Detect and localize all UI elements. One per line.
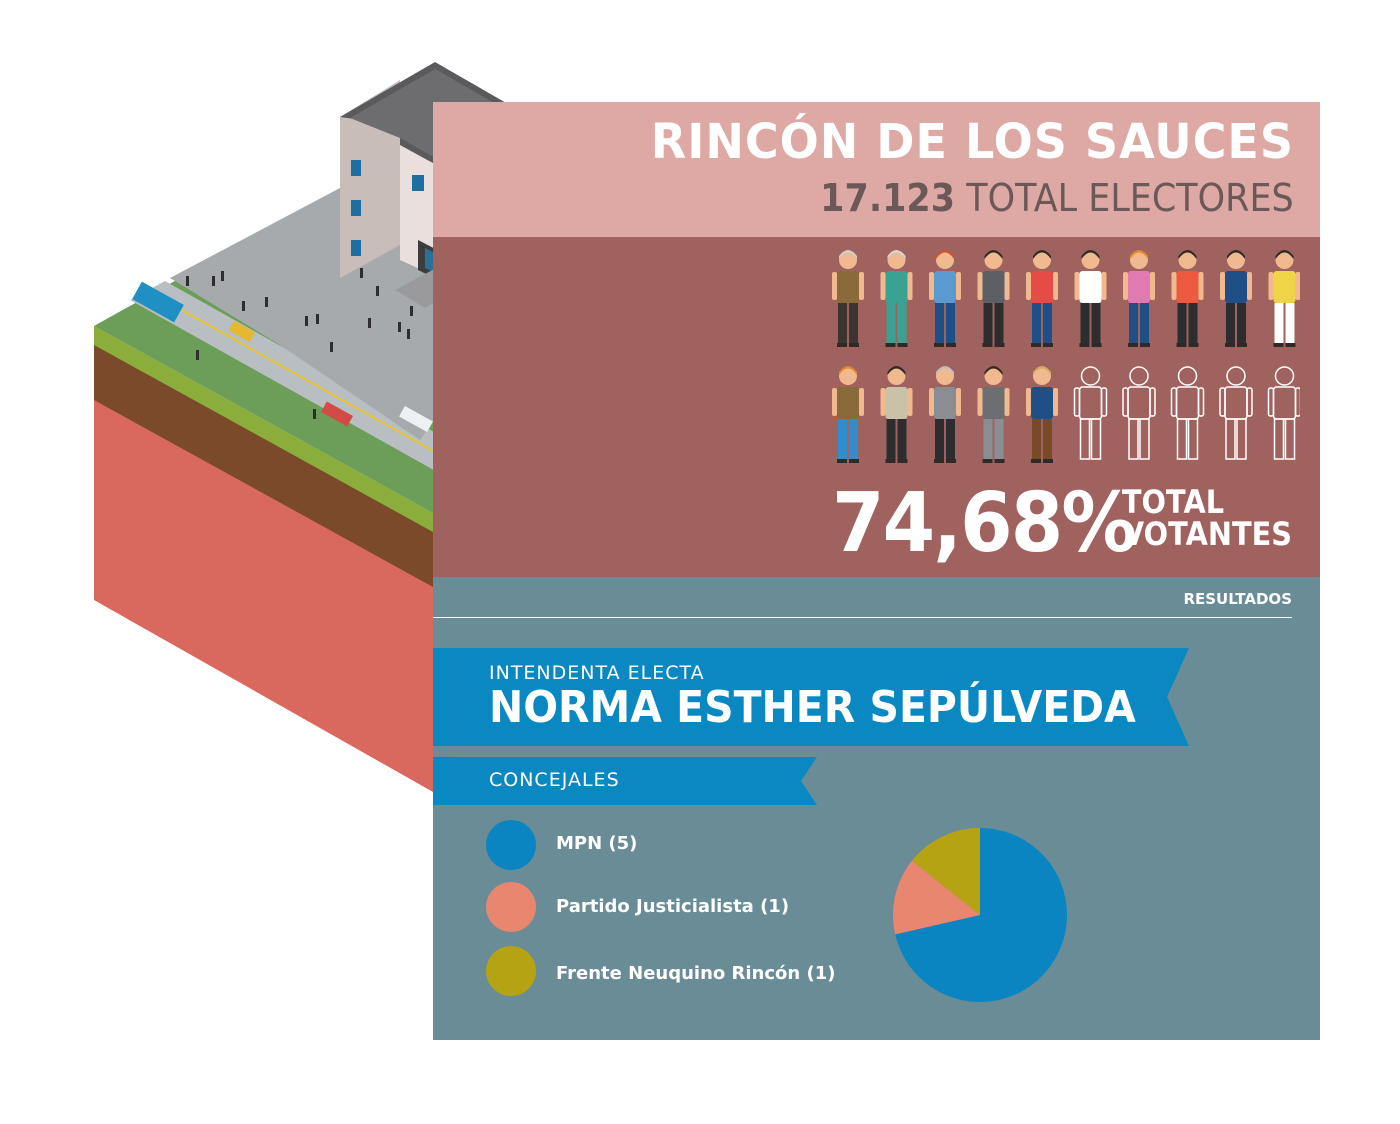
turnout-label-line2: VOTANTES — [1121, 515, 1292, 553]
voter-figure — [1026, 250, 1058, 347]
title-band — [433, 102, 1320, 237]
yellow-car — [228, 320, 255, 343]
electors-count: 17.123 — [820, 176, 956, 220]
legend-swatch-mpn — [486, 820, 536, 870]
council-heading: CONCEJALES — [489, 769, 620, 791]
voter-figure — [929, 366, 961, 463]
voter-figure — [1268, 250, 1300, 347]
non-voter-figure — [1170, 366, 1205, 460]
voter-figure — [1123, 250, 1155, 347]
bus — [132, 281, 184, 323]
turnout-percent: 74,68% — [832, 476, 1137, 571]
voter-figure — [880, 250, 913, 347]
voter-figure — [929, 250, 961, 347]
voter-figure — [977, 366, 1010, 463]
plaza-people — [186, 268, 469, 438]
voter-figure — [832, 250, 864, 347]
voter-figure — [1074, 250, 1107, 347]
grass-edge-left — [94, 326, 433, 532]
legend-swatch-fnr — [486, 946, 536, 996]
non-voter-figure — [1219, 366, 1253, 460]
turnout-label: TOTAL VOTANTES — [1122, 486, 1292, 550]
results-divider — [433, 617, 1292, 618]
turnout-label-line1: TOTAL — [1121, 483, 1225, 521]
non-voter-figure — [1073, 366, 1108, 460]
council-pie-chart — [893, 828, 1067, 1002]
voters-pictogram — [832, 250, 1300, 463]
mayor-banner — [433, 648, 1189, 746]
council-banner — [433, 757, 817, 805]
voter-figure — [1026, 366, 1058, 463]
legend-label-fnr: Frente Neuquino Rincón (1) — [556, 963, 836, 984]
results-heading: RESULTADOS — [1183, 590, 1292, 608]
pie-slice-1 — [893, 860, 980, 935]
voter-figure — [977, 250, 1010, 347]
voter-figure — [1220, 250, 1252, 347]
non-voter-figure — [1122, 366, 1156, 460]
legend-label-pj: Partido Justicialista (1) — [556, 896, 790, 917]
mayor-role: INTENDENTA ELECTA — [489, 662, 705, 684]
electors-line: 17.123 TOTAL ELECTORES — [820, 176, 1294, 220]
non-voter-figure — [1267, 366, 1300, 460]
legend-swatch-pj — [486, 882, 536, 932]
voter-figure — [1171, 250, 1204, 347]
electors-label: TOTAL ELECTORES — [966, 176, 1294, 220]
pie-slice-2 — [911, 828, 980, 915]
legend-label-mpn: MPN (5) — [556, 833, 638, 854]
police-car — [399, 405, 433, 433]
voter-figure — [832, 366, 864, 463]
voter-figure — [880, 366, 913, 463]
soil-left — [94, 340, 433, 587]
mayor-name: NORMA ESTHER SEPÚLVEDA — [489, 682, 1136, 733]
town-name: RINCÓN DE LOS SAUCES — [650, 114, 1294, 170]
red-car — [320, 401, 354, 427]
pie-slice-0 — [895, 828, 1067, 1002]
